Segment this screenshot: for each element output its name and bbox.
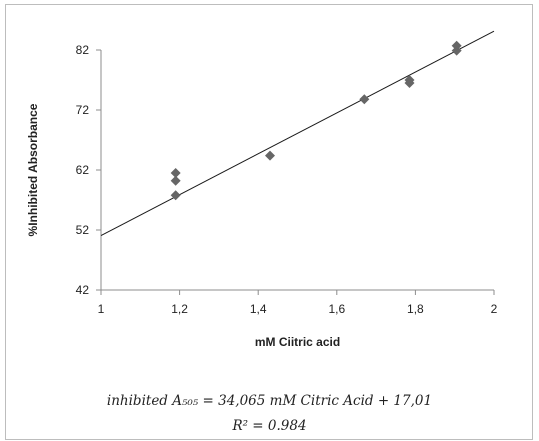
x-tick-label: 1,2 [171,302,188,316]
chart-frame [5,4,533,440]
data-point [170,190,181,201]
regression-equation: inhibited A₅₀₅ = 34,065 mM Citric Acid +… [106,393,433,409]
axes [100,50,494,291]
x-tick-label: 2 [491,302,498,316]
data-point [170,175,181,186]
y-tick-label: 72 [76,103,90,117]
data-point [359,94,370,105]
x-tick-label: 1 [98,302,105,316]
x-tick-label: 1,4 [250,302,267,316]
y-tick-label: 52 [76,223,90,237]
x-axis-label: mM Ciitric acid [255,335,340,349]
y-tick-label: 82 [76,43,90,57]
y-axis-label: %Inhibited Absorbance [26,103,40,236]
data-point [451,40,462,51]
data-points [170,40,462,201]
data-point [264,150,275,161]
x-tick-group: 1 1,2 1,4 1,6 1,8 2 [98,290,498,316]
y-tick-label: 42 [76,283,90,297]
y-tick-label: 62 [76,163,90,177]
x-tick-label: 1,6 [328,302,345,316]
x-tick-label: 1,8 [407,302,424,316]
r-squared: R² = 0.984 [232,418,307,434]
trendline [100,30,495,236]
data-point [404,75,415,85]
data-point [170,168,181,178]
y-tick-group: 42 52 62 72 82 [76,43,101,297]
